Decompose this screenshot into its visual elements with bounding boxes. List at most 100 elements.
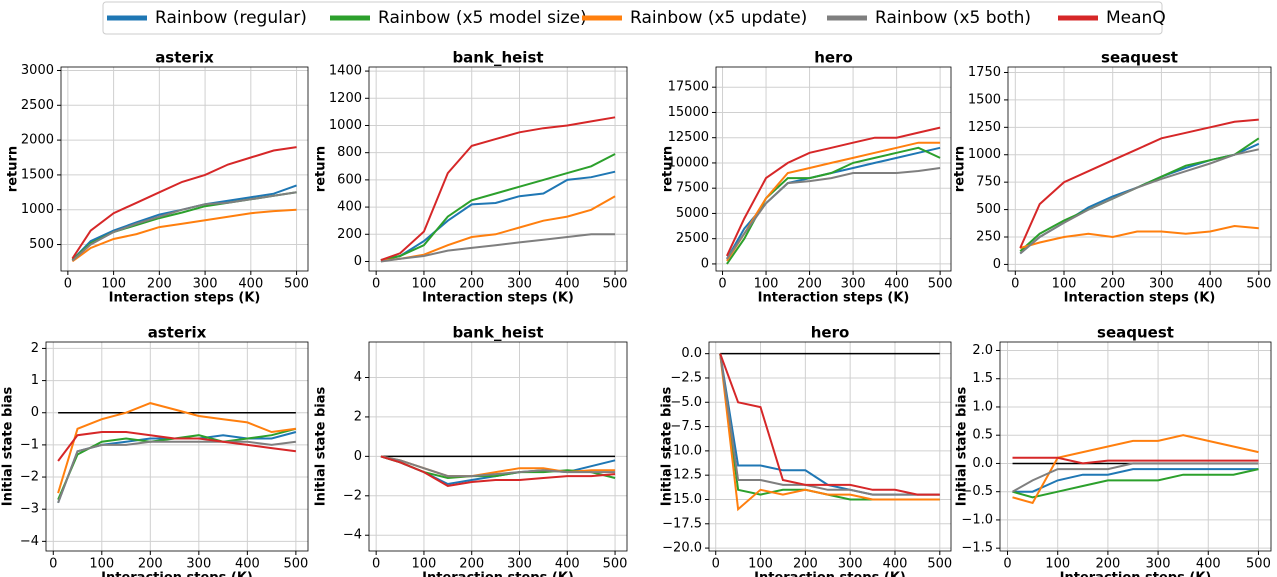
y-tick-label: −7.5 xyxy=(670,419,702,434)
y-tick-label: 2000 xyxy=(21,133,54,148)
y-tick-label: 10000 xyxy=(668,155,709,170)
series-line xyxy=(380,233,616,263)
series-line xyxy=(1012,468,1259,499)
x-tick-label: 300 xyxy=(186,557,211,572)
series-line xyxy=(71,191,297,262)
series-line xyxy=(1012,456,1259,465)
series-line xyxy=(71,208,297,263)
y-tick-label: 0.0 xyxy=(972,456,993,471)
y-tick-label: 0.5 xyxy=(972,428,993,443)
x-tick-label: 200 xyxy=(1100,277,1125,292)
y-tick-label: 0 xyxy=(354,254,362,269)
y-tick-label: 250 xyxy=(976,230,1001,245)
x-tick-label: 100 xyxy=(1052,277,1077,292)
x-tick-label: 400 xyxy=(1196,557,1221,572)
x-axis-label: Interaction steps (K) xyxy=(422,571,574,577)
x-tick-label: 500 xyxy=(927,557,952,572)
y-tick-label: 1200 xyxy=(329,91,362,106)
y-tick-label: −5.0 xyxy=(670,395,702,410)
y-tick-label: 200 xyxy=(337,227,362,242)
x-tick-label: 0 xyxy=(1003,557,1011,572)
series-line xyxy=(1019,148,1260,255)
x-tick-label: 200 xyxy=(793,557,818,572)
series-line xyxy=(71,146,297,260)
y-tick-label: 2500 xyxy=(676,231,709,246)
x-tick-label: 200 xyxy=(797,277,822,292)
series-line xyxy=(57,402,297,494)
y-tick-label: 800 xyxy=(337,145,362,160)
x-tick-label: 0 xyxy=(64,277,72,292)
y-tick-label: 4 xyxy=(354,370,362,385)
y-tick-label: 5000 xyxy=(676,206,709,221)
x-tick-label: 200 xyxy=(459,277,484,292)
series-line xyxy=(1019,137,1260,253)
legend-label: Rainbow (x5 update) xyxy=(630,8,807,28)
series-line xyxy=(57,440,297,504)
x-tick-label: 0 xyxy=(718,277,726,292)
series-line xyxy=(57,431,297,462)
plot-frame xyxy=(368,66,628,272)
y-tick-label: 750 xyxy=(976,175,1001,190)
series-line xyxy=(719,353,940,496)
series-line xyxy=(719,353,940,496)
series-line xyxy=(1012,462,1259,493)
y-tick-label: 0 xyxy=(354,449,362,464)
y-tick-label: 0 xyxy=(31,405,39,420)
series-line xyxy=(719,353,940,496)
y-axis-label: return xyxy=(953,146,968,192)
series-line xyxy=(71,191,297,261)
legend-label: Rainbow (regular) xyxy=(155,8,307,28)
x-tick-label: 100 xyxy=(412,557,437,572)
chart-title: seaquest xyxy=(1101,49,1178,67)
y-tick-label: −0.5 xyxy=(961,484,993,499)
y-axis-label: return xyxy=(314,146,329,192)
y-tick-label: 1 xyxy=(31,373,39,388)
y-tick-label: −2 xyxy=(20,470,39,485)
y-tick-label: 2500 xyxy=(21,98,54,113)
y-axis-label: Initial state bias xyxy=(314,386,329,506)
x-tick-label: 500 xyxy=(928,277,953,292)
y-tick-label: −15.0 xyxy=(662,492,702,507)
x-tick-label: 500 xyxy=(603,557,628,572)
y-tick-label: 500 xyxy=(976,202,1001,217)
x-tick-label: 500 xyxy=(1246,277,1271,292)
x-tick-label: 400 xyxy=(884,277,909,292)
y-tick-label: 600 xyxy=(337,172,362,187)
y-tick-label: 2.0 xyxy=(972,343,993,358)
y-tick-label: −20.0 xyxy=(662,541,702,556)
x-tick-label: 200 xyxy=(459,557,484,572)
legend-label: Rainbow (x5 both) xyxy=(875,8,1031,28)
chart-title: hero xyxy=(811,324,850,342)
series-line xyxy=(719,353,940,512)
series-line xyxy=(380,195,616,262)
series-line xyxy=(725,126,941,257)
x-tick-label: 200 xyxy=(1095,557,1120,572)
y-axis-label: Initial state bias xyxy=(955,386,970,506)
y-tick-label: 1.5 xyxy=(972,371,993,386)
x-tick-label: 500 xyxy=(283,557,308,572)
y-tick-label: −4 xyxy=(20,534,39,549)
x-tick-label: 100 xyxy=(101,277,126,292)
y-tick-label: 7500 xyxy=(676,181,709,196)
chart-title: bank_heist xyxy=(452,324,543,342)
x-tick-label: 500 xyxy=(284,277,309,292)
plot-frame xyxy=(708,341,952,552)
y-tick-label: 15000 xyxy=(668,105,709,120)
x-tick-label: 300 xyxy=(507,557,532,572)
x-tick-label: 0 xyxy=(1011,277,1019,292)
x-tick-label: 100 xyxy=(754,277,779,292)
x-tick-label: 300 xyxy=(1146,557,1171,572)
x-tick-label: 100 xyxy=(412,277,437,292)
y-axis-label: Initial state bias xyxy=(1,386,16,506)
x-tick-label: 100 xyxy=(89,557,114,572)
chart-title: seaquest xyxy=(1097,324,1174,342)
x-tick-label: 200 xyxy=(138,557,163,572)
x-tick-label: 0 xyxy=(372,557,380,572)
y-tick-label: −10.0 xyxy=(662,443,702,458)
plot-frame xyxy=(715,66,952,272)
x-tick-label: 400 xyxy=(555,277,580,292)
series-line xyxy=(380,153,616,262)
x-axis-label: Interaction steps (K) xyxy=(754,571,906,577)
legend-label: MeanQ xyxy=(1106,8,1166,28)
x-tick-label: 500 xyxy=(1246,557,1271,572)
